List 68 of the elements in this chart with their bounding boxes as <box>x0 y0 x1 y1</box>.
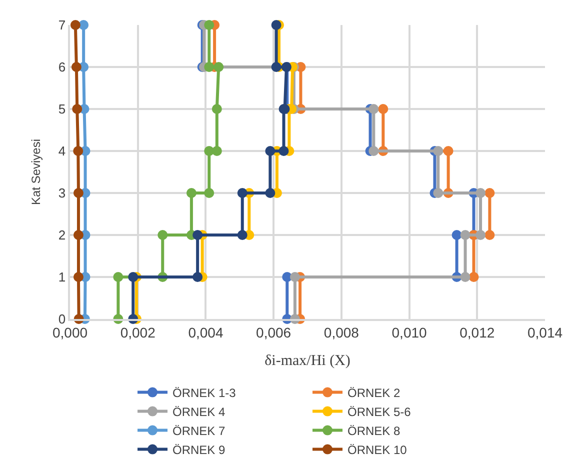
x-axis-title: δi-max/Hi (X) <box>264 353 350 370</box>
point <box>468 272 479 282</box>
point <box>278 146 289 156</box>
y-tick-label: 5 <box>58 102 66 117</box>
point <box>433 146 444 156</box>
legend-label: ÖRNEK 1-3 <box>172 386 236 400</box>
legend-label: ÖRNEK 9 <box>172 442 226 457</box>
x-tick-label: 0,014 <box>527 324 563 341</box>
point <box>237 230 248 240</box>
point <box>265 188 276 198</box>
x-tick-label: 0,002 <box>120 324 156 341</box>
point <box>73 272 84 282</box>
point <box>73 188 84 198</box>
point <box>368 104 379 114</box>
point <box>265 146 276 156</box>
point <box>433 188 444 198</box>
point <box>452 230 462 240</box>
point <box>214 62 224 72</box>
point <box>204 188 214 198</box>
y-tick-label: 0 <box>58 312 66 327</box>
point <box>71 62 82 72</box>
point <box>368 146 379 156</box>
x-tick-label: 0,008 <box>324 324 360 341</box>
y-tick-label: 4 <box>58 144 66 159</box>
x-tick-label: 0,006 <box>256 324 292 341</box>
point <box>271 20 282 30</box>
y-axis-title: Kat Seviyesi <box>29 138 44 206</box>
legend-label: ÖRNEK 2 <box>348 386 401 400</box>
point <box>476 188 486 198</box>
point <box>186 188 196 198</box>
y-tick-label: 6 <box>58 60 66 75</box>
y-tick-label: 1 <box>58 270 66 285</box>
point <box>484 188 495 198</box>
legend-label: ÖRNEK 5-6 <box>348 404 412 419</box>
point <box>290 272 300 282</box>
point <box>460 230 470 240</box>
point <box>204 20 214 30</box>
point <box>476 230 486 240</box>
point <box>158 230 168 240</box>
point <box>128 272 138 282</box>
point <box>484 230 495 240</box>
x-tick-label: 0,000 <box>52 324 88 341</box>
point <box>192 230 203 240</box>
point <box>113 272 124 282</box>
legend-label: ÖRNEK 4 <box>172 404 226 419</box>
x-tick-label: 0,012 <box>460 324 495 341</box>
point <box>460 272 470 282</box>
point <box>78 20 89 30</box>
point <box>192 272 203 282</box>
point <box>73 230 84 240</box>
y-tick-label: 7 <box>58 18 66 33</box>
point <box>204 62 214 72</box>
point <box>443 146 454 156</box>
x-tick-label: 0,010 <box>392 324 428 341</box>
y-tick-label: 2 <box>58 228 66 243</box>
legend-label: ÖRNEK 8 <box>348 424 401 438</box>
point <box>378 104 388 114</box>
point <box>70 20 80 30</box>
point <box>72 104 82 114</box>
point <box>271 62 282 72</box>
y-tick-label: 3 <box>58 186 66 201</box>
point <box>237 188 248 198</box>
point <box>212 146 222 156</box>
legend-label: ÖRNEK 10 <box>348 442 408 457</box>
legend-label: ÖRNEK 7 <box>172 424 226 438</box>
point <box>212 104 222 114</box>
x-tick-label: 0,004 <box>188 324 224 341</box>
point <box>73 146 84 156</box>
